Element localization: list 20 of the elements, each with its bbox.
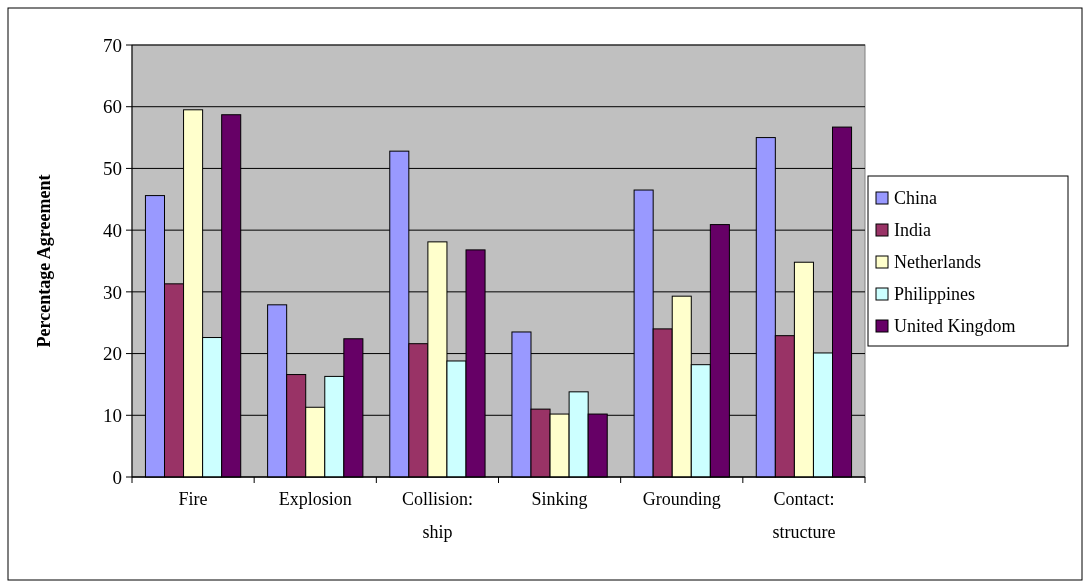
y-tick-label: 0 [112, 466, 122, 488]
x-tick-label: Explosion [278, 489, 352, 509]
legend-label: India [894, 220, 931, 241]
y-tick-label: 50 [103, 158, 122, 180]
y-axis-title: Percentage Agreement [34, 174, 54, 348]
x-tick-label: Grounding [642, 489, 721, 509]
legend-label: China [894, 188, 938, 209]
y-tick-label: 70 [103, 34, 122, 56]
y-tick-label: 40 [103, 219, 122, 241]
y-tick-label: 20 [103, 343, 122, 365]
y-tick-label: 30 [103, 281, 122, 303]
x-tick-label: Contact: structure [772, 489, 836, 542]
x-tick-label: Sinking [531, 489, 588, 509]
legend-label: Netherlands [894, 252, 981, 273]
y-tick-label: 10 [103, 404, 122, 426]
y-tick-label: 60 [103, 96, 122, 118]
x-tick-label: Collision: ship [401, 489, 473, 542]
legend-label: Philippines [894, 284, 976, 305]
x-tick-label: Fire [178, 489, 208, 509]
legend-label: United Kingdom [894, 316, 1016, 337]
